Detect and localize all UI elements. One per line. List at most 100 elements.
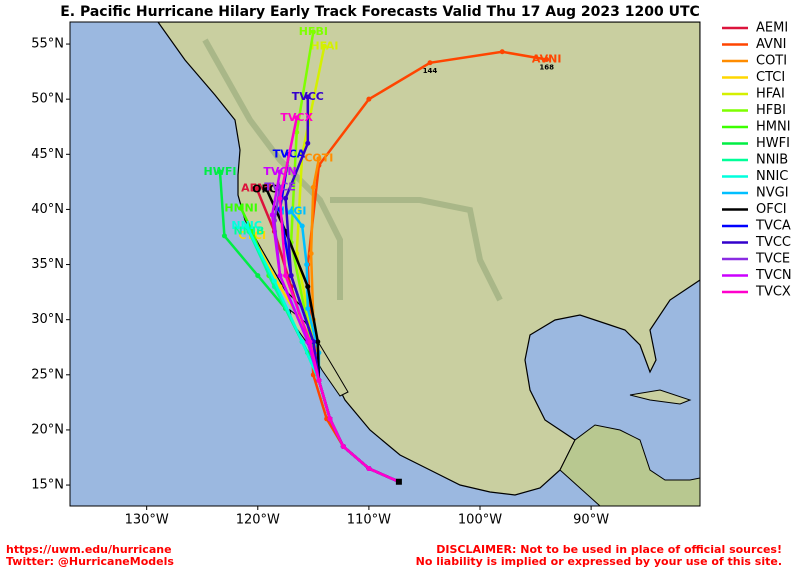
track-point — [315, 339, 321, 345]
central-america — [559, 424, 700, 506]
start-marker — [395, 478, 402, 485]
track-point — [305, 306, 311, 312]
track-point — [294, 129, 300, 135]
track-label: COTI — [304, 152, 333, 165]
track-label: HFAI — [310, 39, 338, 52]
track-point — [366, 96, 372, 102]
y-tick-label: 20°N — [31, 422, 64, 437]
legend-label: HWFI — [756, 136, 790, 151]
track-label: AVNI — [532, 52, 562, 65]
track-label: TVCX — [280, 111, 313, 124]
y-tick-label: 35°N — [31, 257, 64, 272]
track-label: OFCI — [252, 183, 281, 196]
track-point — [299, 223, 305, 229]
track-point — [277, 195, 283, 201]
legend-label: HFBI — [756, 103, 786, 118]
track-point — [305, 140, 311, 146]
track-label: NNIC — [231, 219, 262, 232]
y-tick-label: 40°N — [31, 202, 64, 217]
y-tick-label: 50°N — [31, 92, 64, 107]
track-point — [321, 43, 327, 49]
track-label: TVCE — [264, 180, 296, 193]
track-point — [299, 339, 305, 345]
legend-label: TVCC — [755, 235, 791, 250]
track-point — [283, 273, 289, 279]
hour-label: 144 — [423, 67, 438, 75]
track-point — [277, 169, 283, 175]
legend-label: OFCI — [756, 202, 787, 217]
legend-label: AEMI — [756, 21, 788, 36]
track-point — [288, 273, 294, 279]
y-tick-label: 25°N — [31, 367, 64, 382]
track-point — [238, 205, 244, 211]
x-tick-label: 90°W — [573, 513, 609, 528]
footer-right-1: DISCLAIMER: Not to be used in place of o… — [436, 543, 782, 556]
track-point — [308, 251, 314, 257]
hour-label: 168 — [539, 63, 554, 71]
track-point — [264, 187, 270, 193]
track-point — [305, 284, 311, 290]
legend-label: NVGI — [756, 186, 789, 201]
north-america — [157, 22, 700, 496]
legend-label: TVCE — [755, 252, 790, 267]
track-point — [283, 195, 289, 201]
track-label: HMNI — [224, 201, 257, 214]
y-tick-label: 30°N — [31, 312, 64, 327]
track-point — [277, 273, 283, 279]
x-tick-label: 100°W — [458, 513, 502, 528]
legend-label: COTI — [756, 54, 787, 69]
track-point — [327, 416, 333, 422]
track-point — [307, 339, 313, 345]
footer-left-1: https://uwm.edu/hurricane — [6, 543, 172, 556]
track-label: TVCC — [292, 90, 324, 103]
y-tick-label: 45°N — [31, 147, 64, 162]
track-point — [310, 184, 316, 190]
track-point — [269, 212, 275, 218]
track-label: TVCN — [263, 165, 296, 178]
cuba — [629, 389, 692, 405]
track-point — [255, 273, 261, 279]
legend-label: HFAI — [756, 87, 785, 102]
legend-label: TVCX — [755, 285, 791, 300]
track-point — [310, 29, 316, 35]
y-tick-label: 55°N — [31, 37, 64, 52]
track-point — [244, 223, 250, 229]
track-point — [427, 60, 433, 66]
track-point — [254, 185, 260, 191]
track-point — [221, 233, 227, 239]
map-frame — [69, 21, 701, 507]
track-point — [217, 169, 223, 175]
track-label: AEMI — [241, 181, 272, 194]
chart-title: E. Pacific Hurricane Hilary Early Track … — [60, 4, 700, 20]
legend-label: HMNI — [756, 120, 791, 135]
track-point — [316, 377, 322, 383]
track-point — [499, 49, 505, 55]
x-tick-label: 130°W — [125, 513, 169, 528]
footer-left-2: Twitter: @HurricaneModels — [6, 555, 174, 568]
axes: 130°W 120°W 110°W 100°W 90°W 15°N 20°N 25°N 30°N… — [31, 37, 609, 528]
legend-label: CTCI — [756, 70, 785, 85]
track-point — [288, 209, 294, 215]
x-tick-label: 110°W — [347, 513, 391, 528]
track-point — [544, 56, 550, 62]
track-point — [340, 443, 346, 449]
legend-label: NNIB — [756, 153, 788, 168]
track-point — [310, 372, 316, 378]
legend-label: AVNI — [756, 37, 787, 52]
x-tick-label: 120°W — [236, 513, 280, 528]
track-point — [304, 262, 310, 268]
track-point — [305, 94, 311, 100]
footer-right-2: No liability is implied or expressed by … — [416, 555, 782, 568]
track-label: HFBI — [299, 25, 328, 38]
legend-label: TVCA — [755, 219, 791, 234]
track-point — [316, 156, 322, 162]
track-point — [271, 278, 277, 284]
track-point — [366, 466, 372, 472]
y-tick-label: 15°N — [31, 478, 64, 493]
track-label: HWFI — [204, 165, 237, 178]
track-label: NVGI — [276, 205, 307, 218]
